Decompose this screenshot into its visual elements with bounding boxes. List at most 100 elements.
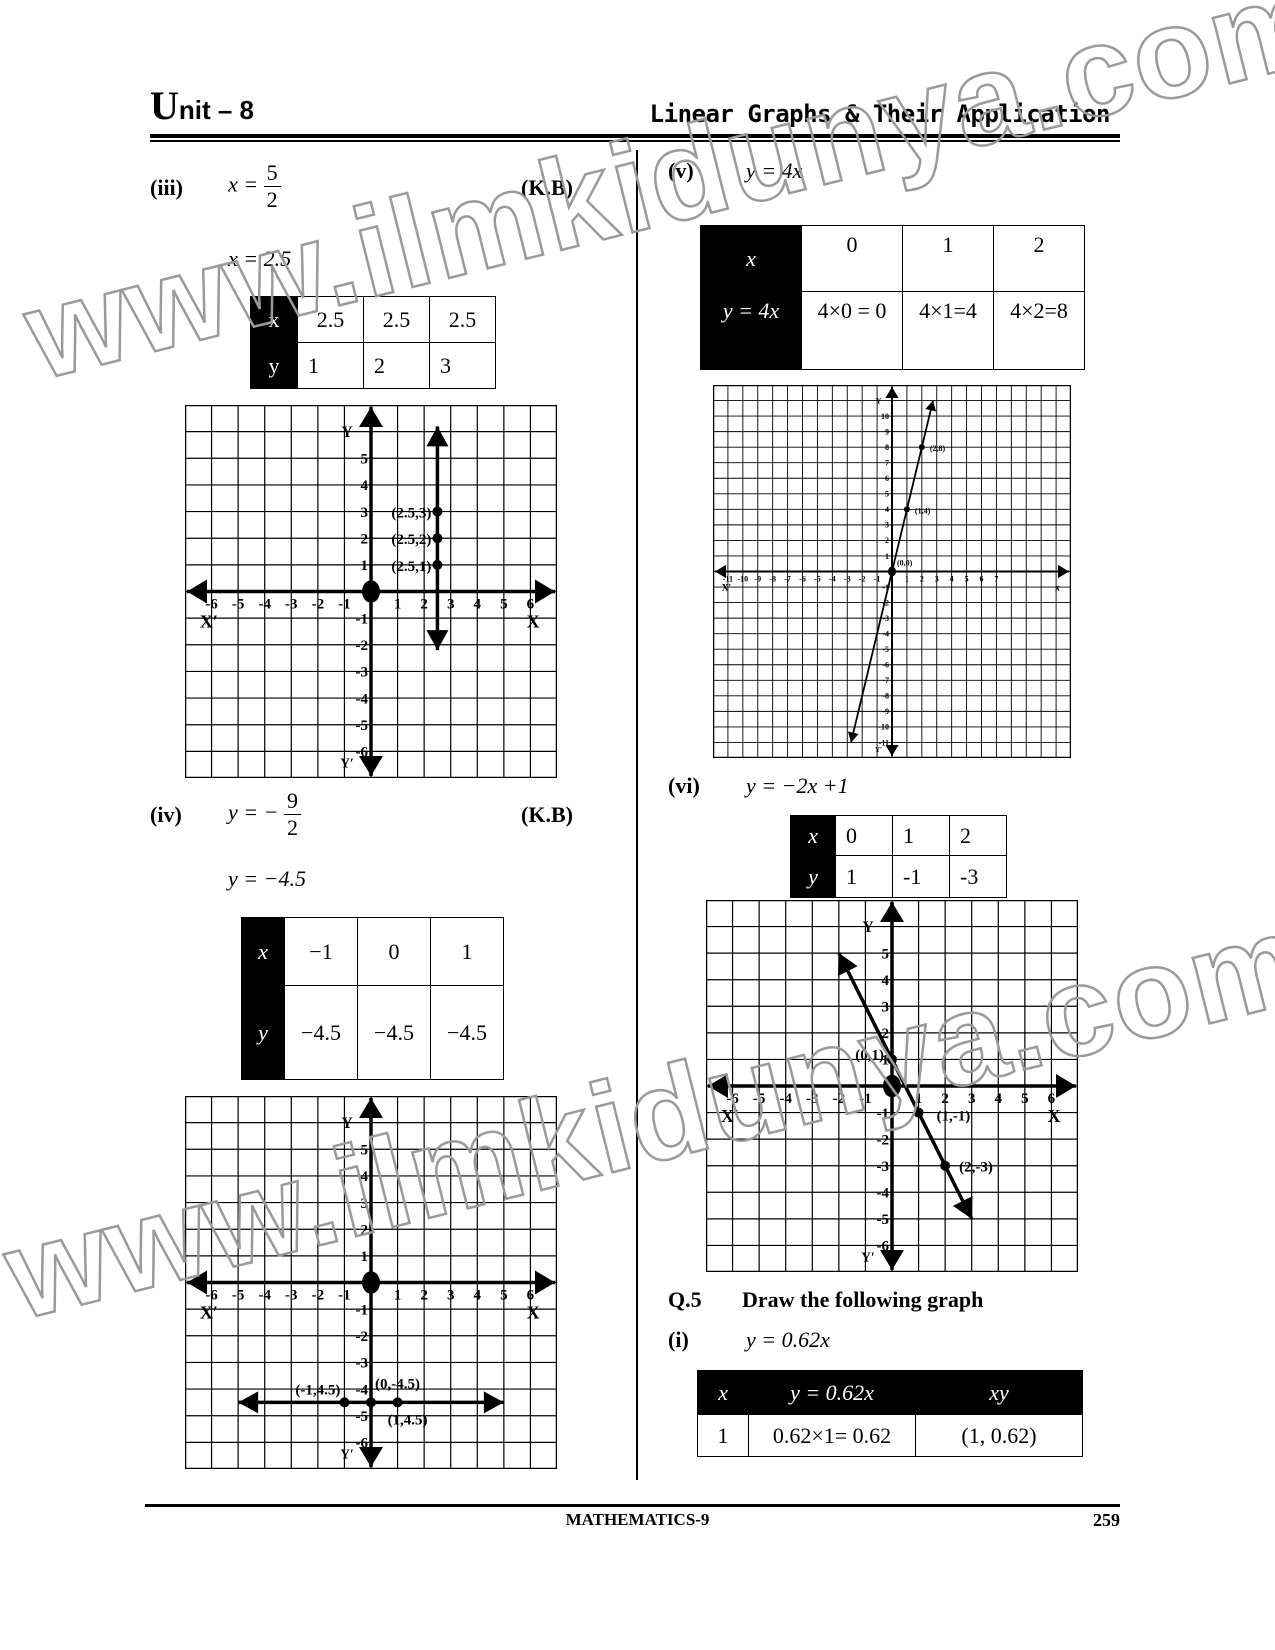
data-point <box>339 1397 350 1408</box>
x-tick-label: 2 <box>941 1091 949 1107</box>
x-tick-label: -3 <box>285 597 298 613</box>
y-tick-label: -2 <box>882 598 889 607</box>
point-label: (0,-4.5) <box>375 1376 420 1392</box>
y-tick-label: 1 <box>885 552 889 561</box>
part-iii-kb: (K.B) <box>521 175 573 200</box>
q5-label: Q.5 <box>668 1287 702 1312</box>
x-tick-label: -6 <box>799 575 806 584</box>
y-tick-label: -3 <box>356 1356 369 1372</box>
x-tick-label: 2 <box>420 1288 428 1304</box>
y-tick-label: 3 <box>882 1000 890 1016</box>
x-tick-label: -2 <box>833 1091 846 1107</box>
header-rule <box>150 134 1120 138</box>
axis-label-y-neg: Y′ <box>875 746 882 754</box>
data-point <box>432 506 443 517</box>
x-tick-label: -5 <box>232 1288 245 1304</box>
table-cell: 1 <box>297 342 364 389</box>
x-tick-label: 4 <box>950 575 954 584</box>
x-tick-label: -2 <box>859 575 866 584</box>
axis-label-y-neg: Y′ <box>340 755 354 770</box>
y-tick-label: -4 <box>356 691 369 707</box>
x-tick-label: -5 <box>753 1091 766 1107</box>
part-iv-kb: (K.B) <box>521 802 573 827</box>
table-cell: 2.5 <box>429 296 496 343</box>
graph-vi: -6 -5 -4 -3 -2 -1 1 2 3 4 5 6 5 4 3 2 1 -1 -2 -3 -4 -5 -6 X X′ Y Y… <box>706 900 1078 1272</box>
x-tick-label: -7 <box>784 575 791 584</box>
y-tick-label: 3 <box>361 505 369 521</box>
y-axis-arrow-down <box>359 1447 383 1467</box>
y-tick-label: -5 <box>356 1409 369 1425</box>
y-tick-label: 4 <box>885 505 889 514</box>
fraction-numerator: 5 <box>263 160 281 187</box>
y-tick-label: -1 <box>356 1302 369 1318</box>
x-tick-label: -3 <box>285 1288 298 1304</box>
axis-label-x: x <box>1055 583 1060 594</box>
y-axis-arrow-down <box>885 745 899 756</box>
point-label: (2.5,1) <box>391 559 431 575</box>
data-point <box>366 1397 376 1408</box>
y-tick-label: -2 <box>356 638 369 654</box>
point-label: (1,4.5) <box>388 1412 428 1428</box>
point-label: (1,4) <box>915 506 931 515</box>
table-cell: 0 <box>357 917 431 986</box>
x-tick-label: -8 <box>769 575 776 584</box>
part-vi-equation: y = −2x +1 <box>746 773 849 798</box>
table-cell: 2 <box>993 225 1085 292</box>
y-tick-label: -1 <box>356 611 369 627</box>
equation-lhs: x = <box>228 171 259 197</box>
x-tick-label: 3 <box>935 575 939 584</box>
table-header-x: x <box>241 917 285 986</box>
arrowhead <box>238 1391 259 1414</box>
y-tick-label: -3 <box>356 665 369 681</box>
y-tick-label: -11 <box>879 738 889 747</box>
x-tick-label: -1 <box>874 575 881 584</box>
table-cell: 3 <box>429 342 496 389</box>
graph-iv: -6 -5 -4 -3 -2 -1 1 2 3 4 5 6 5 4 3 2 1 -1 -2 -3 -4 -5 -6 X X′ Y Y… <box>185 1096 557 1469</box>
y-tick-label: -9 <box>882 707 889 716</box>
table-header-y: y <box>250 342 298 389</box>
x-tick-label: 4 <box>474 1288 482 1304</box>
x-tick-label: 4 <box>995 1091 1003 1107</box>
y-tick-label: -5 <box>882 645 889 654</box>
y-tick-label: 5 <box>361 452 369 468</box>
table-header: x <box>697 1370 749 1415</box>
y-tick-label: 7 <box>885 459 889 468</box>
graph-v: -11 -10 -9 -8 -7 -6 -5 -4 -3 -2 -1 1 2 3 4 5 6 7109876543… <box>713 385 1071 758</box>
x-axis-arrow-left <box>187 579 207 604</box>
y-tick-label: 1 <box>361 1249 369 1265</box>
data-point <box>887 1054 897 1065</box>
axis-label-y: Y <box>341 1115 353 1132</box>
x-tick-label: 6 <box>527 597 535 613</box>
x-tick-label: -1 <box>338 597 351 613</box>
x-tick-label: 5 <box>500 1288 508 1304</box>
arrowhead <box>426 630 449 651</box>
column-divider <box>636 150 638 1480</box>
x-tick-label: -10 <box>737 575 748 584</box>
table-cell: 4×1=4 <box>902 291 994 370</box>
y-tick-label: -1 <box>882 583 889 592</box>
x-tick-label: -5 <box>232 597 245 613</box>
y-tick-label: 5 <box>361 1143 369 1159</box>
x-tick-label: -6 <box>726 1091 739 1107</box>
origin-mark <box>362 580 380 603</box>
table-header-y: y = 4x <box>700 291 802 370</box>
y-tick-label: -5 <box>877 1212 890 1228</box>
table-header-x: x <box>790 815 836 856</box>
footer-subject: MATHEMATICS-9 <box>565 1510 710 1529</box>
table-cell: 1 <box>902 225 994 292</box>
table-cell: −1 <box>284 917 358 986</box>
y-tick-label: -5 <box>356 718 369 734</box>
y-tick-label: 4 <box>361 478 369 494</box>
x-tick-label: 3 <box>447 597 455 613</box>
y-tick-label: -7 <box>882 676 889 685</box>
axis-label-y: Y <box>341 424 353 441</box>
equation-lhs: y = − <box>228 799 279 825</box>
y-tick-label: -6 <box>356 745 369 761</box>
point-label: (-1,4.5) <box>295 1382 340 1398</box>
x-axis-arrow-left <box>187 1270 207 1295</box>
origin-mark <box>362 1271 380 1294</box>
axis-label-x-neg: X′ <box>721 1106 739 1126</box>
part-vi-label: (vi) <box>668 773 700 798</box>
